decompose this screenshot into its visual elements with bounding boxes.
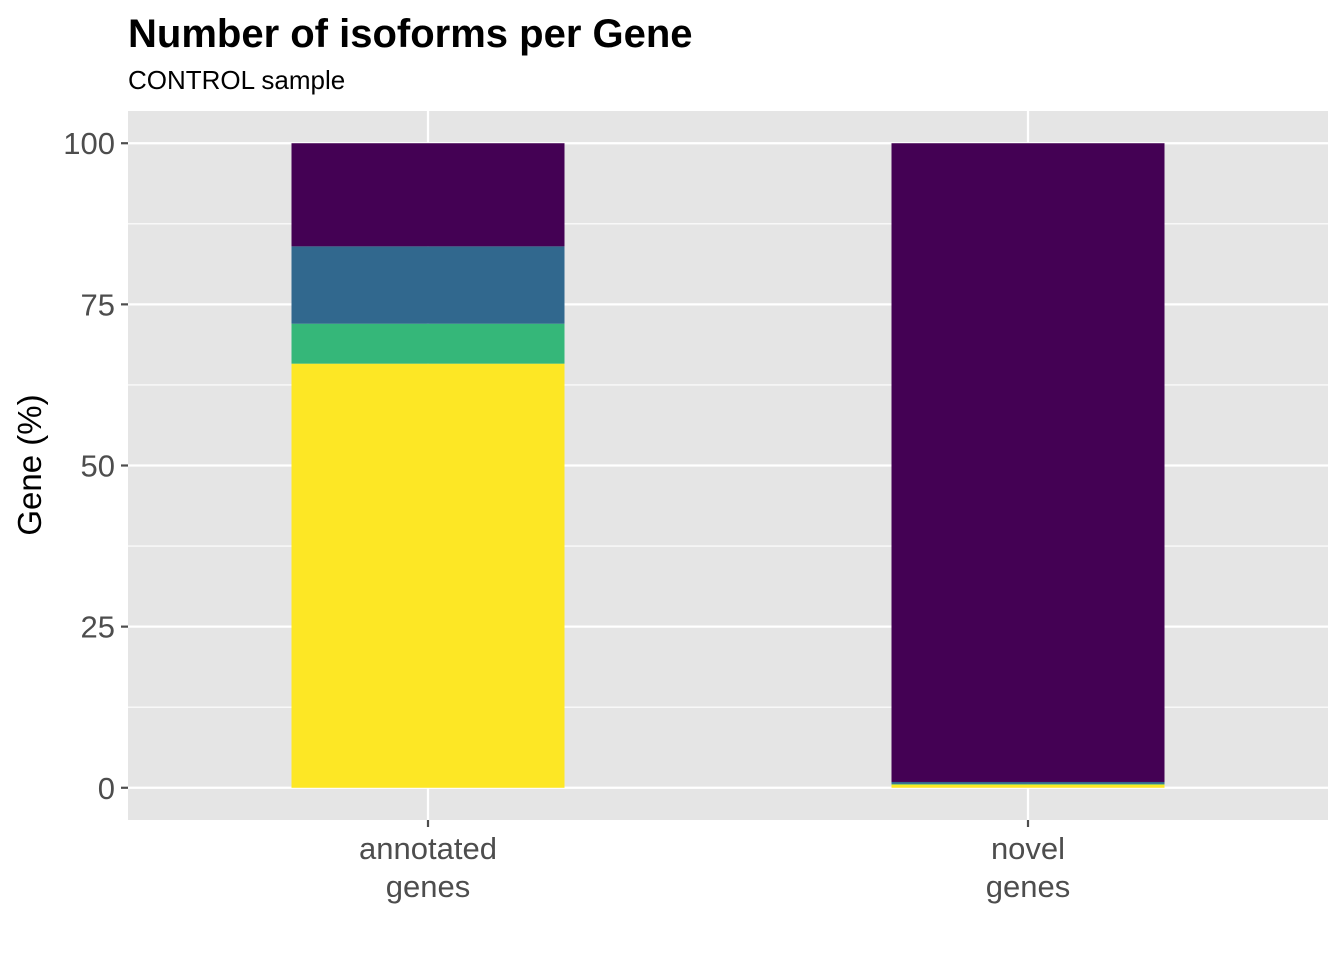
bar-segment bbox=[291, 246, 565, 324]
x-tick-label-line: genes bbox=[986, 869, 1070, 904]
bar-segment bbox=[291, 363, 565, 788]
bar-segment bbox=[291, 323, 565, 364]
x-tick-label-line: novel bbox=[991, 831, 1065, 866]
bar-segment bbox=[891, 783, 1165, 785]
x-tick-label-line: annotated bbox=[359, 831, 497, 866]
y-axis-title: Gene (%) bbox=[11, 394, 48, 535]
x-tick-label: novel genes bbox=[986, 831, 1070, 904]
y-axis: 0 25 50 75 100 bbox=[63, 126, 128, 806]
x-tick-label-line: genes bbox=[386, 869, 470, 904]
bar-segment bbox=[291, 143, 565, 247]
chart-title: Number of isoforms per Gene bbox=[128, 12, 693, 56]
bar-segment bbox=[891, 784, 1165, 788]
x-tick-label: annotated genes bbox=[359, 831, 497, 904]
y-tick-label: 0 bbox=[98, 771, 115, 806]
bars bbox=[291, 143, 1165, 788]
y-tick-label: 75 bbox=[81, 287, 115, 322]
y-tick-label: 50 bbox=[81, 449, 115, 484]
bar-segment bbox=[891, 781, 1165, 784]
y-tick-label: 25 bbox=[81, 610, 115, 645]
bar-segment bbox=[891, 143, 1165, 782]
y-tick-label: 100 bbox=[63, 126, 115, 161]
chart-subtitle: CONTROL sample bbox=[128, 65, 345, 95]
